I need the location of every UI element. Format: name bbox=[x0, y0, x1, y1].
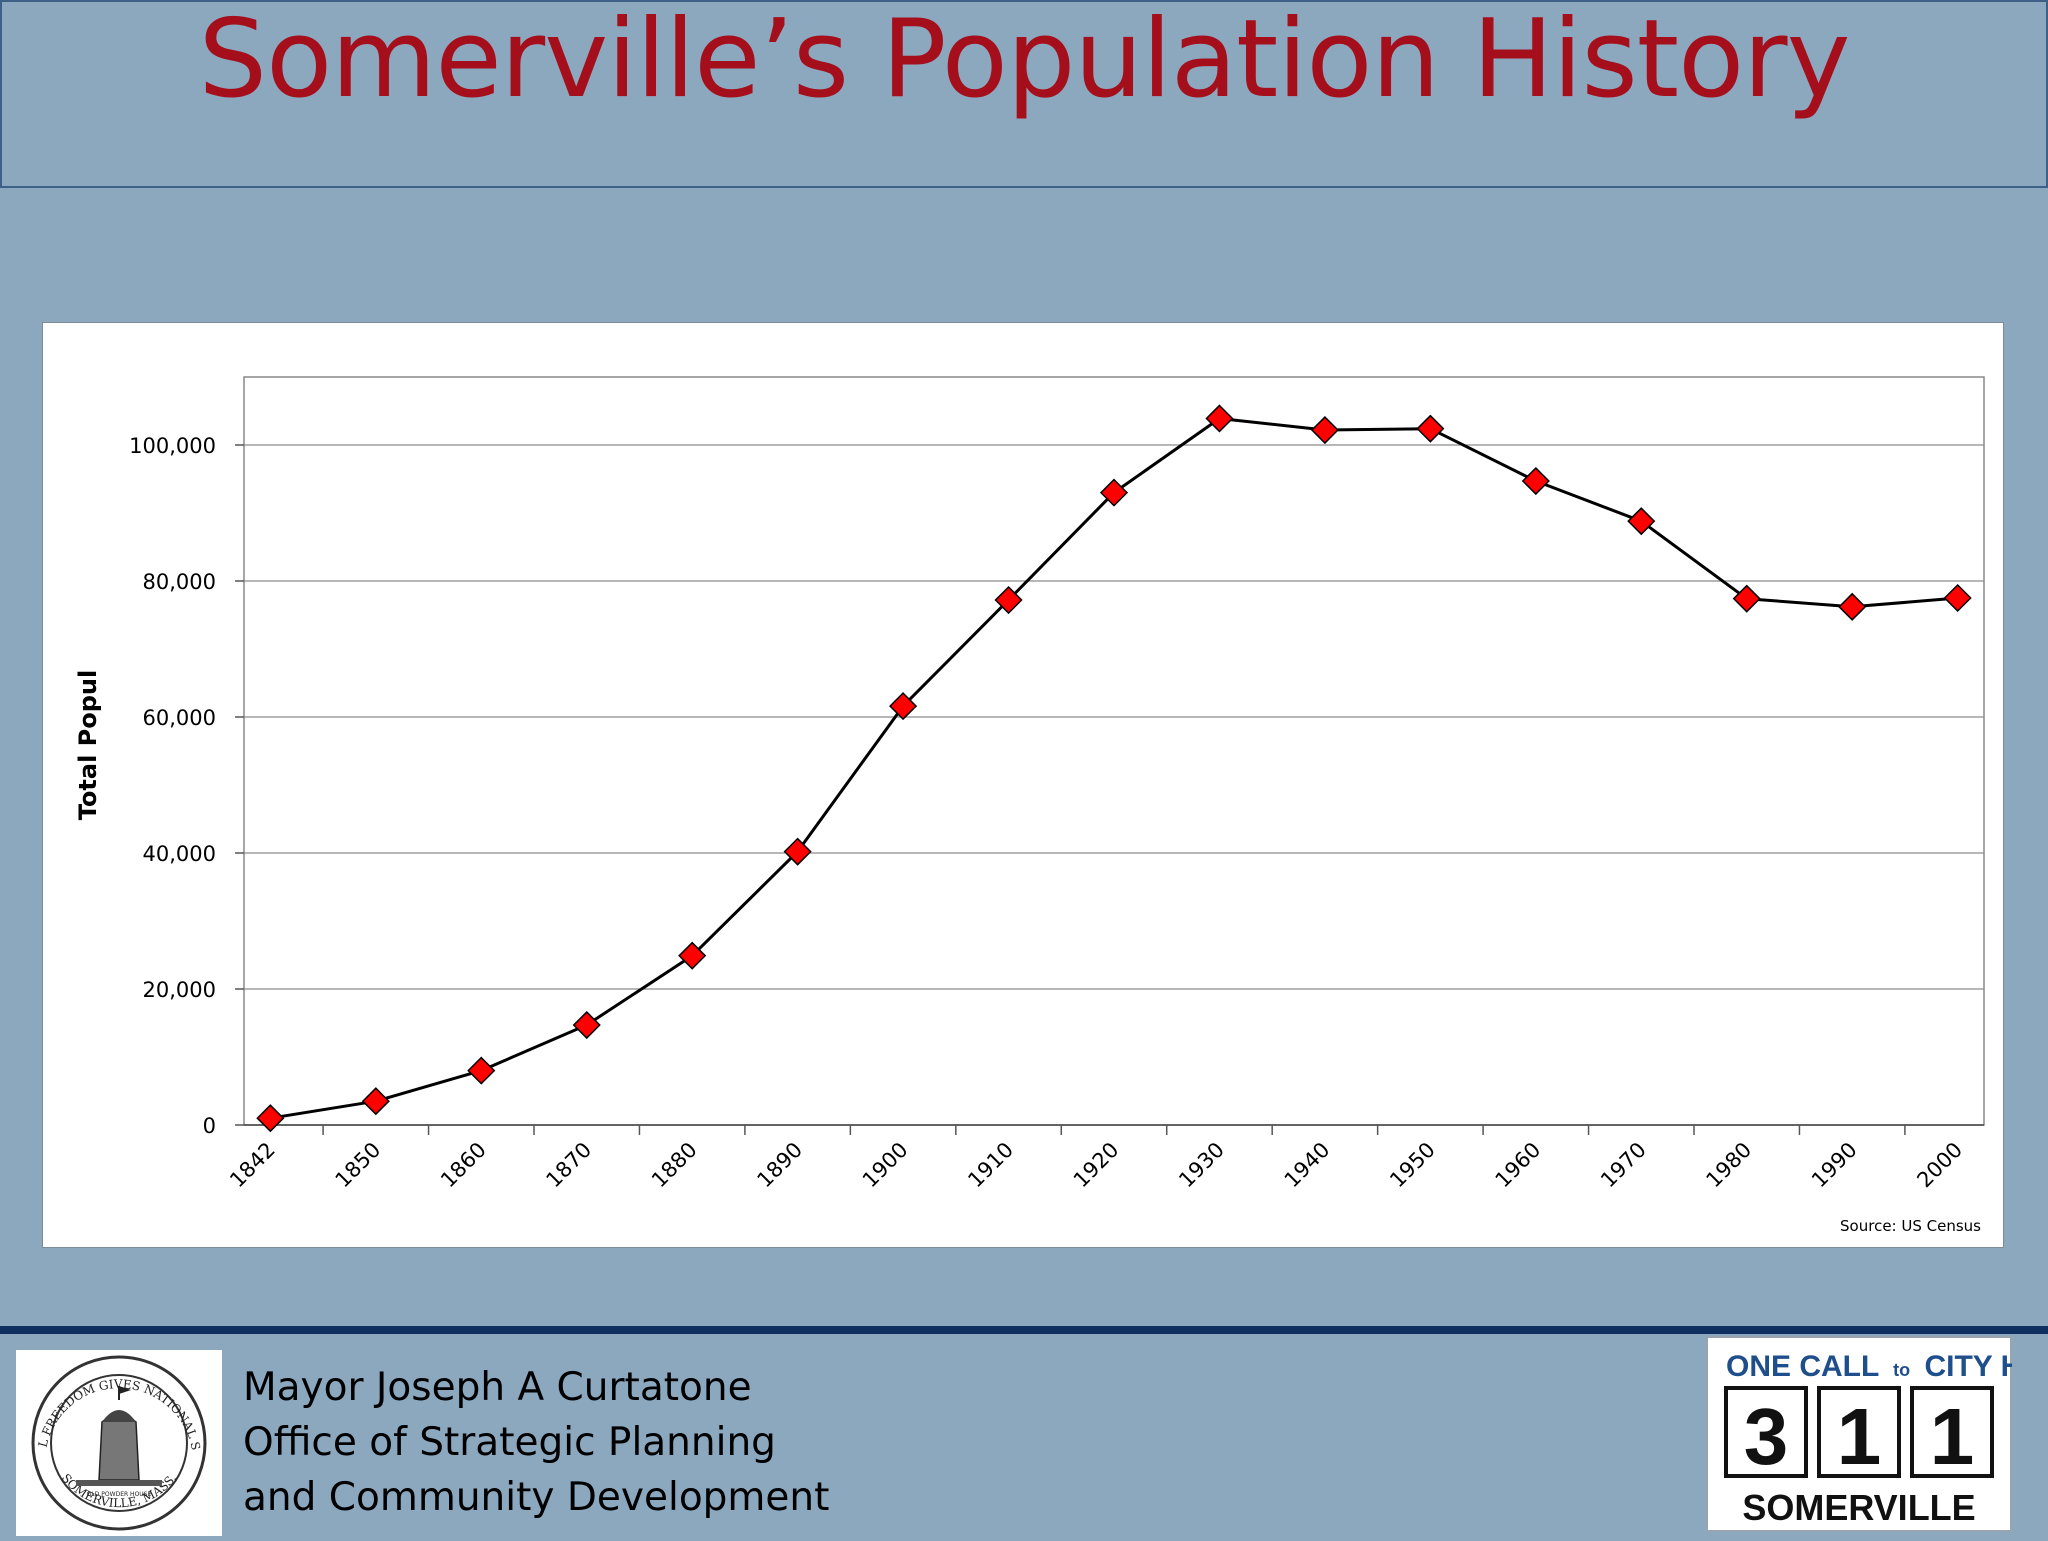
x-tick-label: 1900 bbox=[858, 1138, 913, 1193]
logo-to: to bbox=[1893, 1360, 1910, 1380]
data-point-marker bbox=[361, 1087, 390, 1116]
y-tick-label: 100,000 bbox=[129, 434, 216, 458]
population-chart: 0 20,000 40,000 60,000 80,000 100,000 1842 1850… bbox=[74, 376, 1985, 1235]
data-point-marker bbox=[1310, 415, 1339, 445]
x-tick-label: 1930 bbox=[1174, 1138, 1229, 1193]
data-point-marker bbox=[572, 1010, 601, 1040]
x-tick-label: 1950 bbox=[1385, 1138, 1440, 1193]
mayor-name: Mayor Joseph A Curtatone bbox=[243, 1365, 752, 1410]
x-tick-label: 1870 bbox=[541, 1138, 596, 1193]
slide-title: Somerville’s Population History bbox=[198, 0, 1851, 122]
data-point-marker bbox=[1521, 466, 1550, 496]
logo-city-hall: CITY HALL bbox=[1924, 1350, 2012, 1383]
office-text: Mayor Joseph A Curtatone Office of Strat… bbox=[243, 1360, 829, 1525]
title-bar: Somerville’s Population History bbox=[0, 0, 2048, 188]
data-point-marker bbox=[1099, 478, 1129, 507]
x-tick-label: 1960 bbox=[1491, 1138, 1546, 1193]
y-tick-label: 0 bbox=[203, 1114, 216, 1138]
data-point-marker bbox=[1627, 507, 1656, 536]
logo-somerville: SOMERVILLE bbox=[1742, 1487, 1975, 1528]
y-tick-label: 40,000 bbox=[143, 842, 216, 866]
data-point-marker bbox=[1205, 404, 1234, 433]
x-tick-label: 2000 bbox=[1912, 1138, 1967, 1193]
data-point-marker bbox=[467, 1056, 496, 1085]
y-tick-label: 20,000 bbox=[143, 978, 216, 1002]
data-point-marker bbox=[678, 941, 707, 970]
seal-caption: OLD POWDER HOUSE bbox=[87, 1491, 152, 1498]
city-seal-logo: MUNICIPAL FREEDOM GIVES NATIONAL STRENGT… bbox=[10, 1339, 222, 1536]
svg-text:ONE CALL to CITY H: ONE CALL to CITY HALL bbox=[1726, 1350, 2012, 1383]
logo-one-call: ONE CALL bbox=[1726, 1350, 1879, 1383]
x-tick-label: 1860 bbox=[436, 1138, 491, 1193]
x-tick-label: 1920 bbox=[1069, 1138, 1124, 1193]
logo-digit-1a: 1 bbox=[1837, 1392, 1882, 1481]
office-name: Office of Strategic Planning bbox=[243, 1420, 776, 1465]
x-tick-label: 1890 bbox=[752, 1138, 807, 1193]
y-axis-title: Total Popul bbox=[74, 670, 102, 821]
x-tick-label: 1990 bbox=[1807, 1138, 1862, 1193]
data-point-marker bbox=[1732, 584, 1761, 613]
office-name-continued: and Community Development bbox=[243, 1475, 830, 1520]
x-tick-label: 1842 bbox=[225, 1138, 280, 1193]
series-line bbox=[270, 417, 1958, 1120]
x-tick-label: 1850 bbox=[331, 1138, 386, 1193]
footer-divider bbox=[0, 1326, 2048, 1334]
data-point-marker bbox=[1943, 583, 1972, 613]
source-note: Source: US Census bbox=[1840, 1217, 1981, 1235]
logo-digit-1b: 1 bbox=[1930, 1392, 1975, 1481]
chart-container: 0 20,000 40,000 60,000 80,000 100,000 1842 1850… bbox=[42, 322, 2004, 1248]
x-tick-label: 1940 bbox=[1280, 1138, 1335, 1193]
311-logo: ONE CALL to CITY HALL 3 1 1 SOMERVILLE bbox=[1706, 1336, 2048, 1532]
data-point-marker bbox=[994, 585, 1023, 615]
logo-digit-3: 3 bbox=[1744, 1392, 1789, 1481]
data-point-marker bbox=[1416, 414, 1445, 443]
x-tick-label: 1880 bbox=[647, 1138, 702, 1193]
data-point-marker bbox=[889, 692, 918, 721]
data-point-marker bbox=[783, 837, 812, 866]
x-tick-label: 1980 bbox=[1701, 1138, 1756, 1193]
data-point-marker bbox=[1838, 592, 1867, 621]
y-tick-label: 60,000 bbox=[143, 706, 216, 730]
data-point-marker bbox=[256, 1104, 285, 1133]
x-tick-label: 1910 bbox=[963, 1138, 1018, 1193]
x-tick-label: 1970 bbox=[1596, 1138, 1651, 1193]
y-tick-label: 80,000 bbox=[143, 570, 216, 594]
